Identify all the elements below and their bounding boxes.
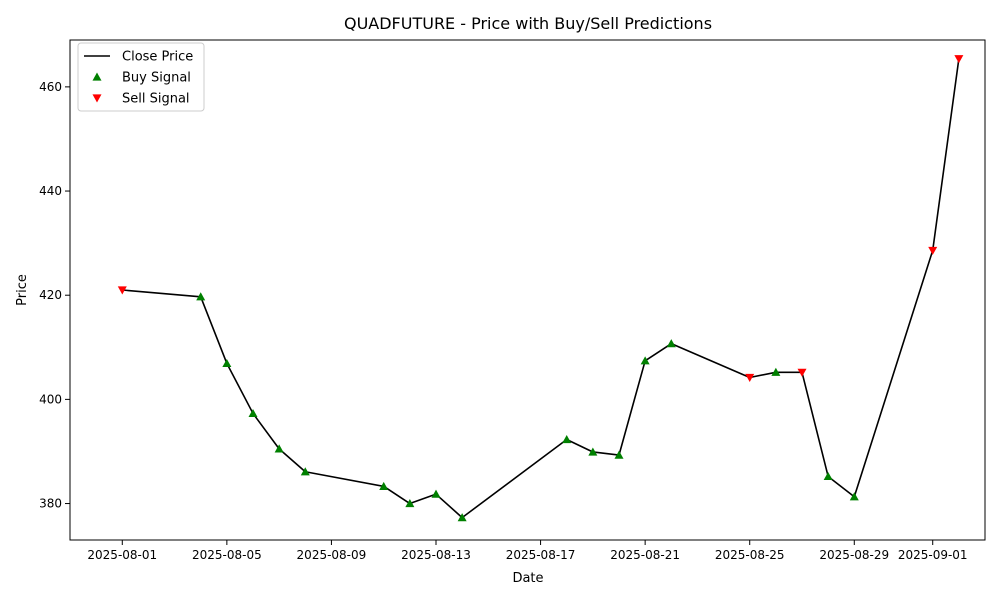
buy-signal-marker: [379, 481, 389, 490]
y-tick-label: 380: [39, 497, 62, 511]
buy-signal-marker: [300, 467, 310, 476]
buy-signal-marker: [431, 489, 441, 498]
sell-signal-marker: [797, 368, 807, 377]
buy-signal-marker: [823, 471, 833, 481]
sell-signal-marker: [117, 286, 127, 295]
y-axis-title: Price: [15, 274, 30, 306]
buy-signal-marker: [849, 492, 859, 501]
buy-signal-marker: [405, 499, 415, 508]
close-price-line: [122, 58, 960, 519]
x-tick-label: 2025-08-09: [297, 548, 367, 562]
buy-signal-marker: [457, 513, 467, 522]
buy-signal-marker: [771, 367, 781, 376]
plot-frame: [69, 39, 986, 541]
buy-signal-marker: [614, 450, 624, 459]
legend-label: Sell Signal: [122, 92, 190, 107]
y-tick-label: 440: [39, 184, 62, 198]
buy-signal-marker: [562, 434, 572, 444]
x-tick-label: 2025-08-01: [87, 548, 157, 562]
y-tick-label: 420: [39, 288, 62, 302]
x-tick-label: 2025-08-21: [610, 548, 680, 562]
buy-signal-marker: [274, 444, 284, 453]
legend-sell-swatch: [92, 94, 102, 103]
y-tick-label: 400: [39, 392, 62, 406]
sell-signal-marker: [954, 55, 964, 64]
buy-signal-marker: [222, 358, 232, 368]
legend-box: [77, 42, 205, 112]
x-tick-label: 2025-08-13: [401, 548, 471, 562]
legend-buy-swatch: [92, 72, 102, 81]
buy-signal-marker: [196, 292, 206, 301]
legend-label: Close Price: [122, 50, 193, 65]
x-tick-label: 2025-09-01: [898, 548, 968, 562]
buy-signal-marker: [588, 447, 598, 456]
buy-signal-marker: [248, 408, 258, 418]
y-tick-label: 460: [39, 80, 62, 94]
legend-label: Buy Signal: [122, 71, 191, 86]
x-tick-label: 2025-08-05: [192, 548, 262, 562]
x-axis: 2025-08-01 2025-08-05 2025-08-09 2025-08-13…: [87, 540, 968, 562]
legend: Close Price Buy Signal Sell Signal: [77, 42, 205, 112]
buy-signal-marker: [666, 339, 676, 348]
x-axis-title: Date: [512, 571, 543, 586]
x-tick-label: 2025-08-29: [819, 548, 889, 562]
sell-signal-marker: [928, 246, 938, 255]
x-tick-label: 2025-08-25: [715, 548, 785, 562]
plot-area: [117, 55, 964, 522]
y-axis: 380 400 420 440 460: [39, 80, 70, 511]
sell-signal-marker: [745, 373, 755, 382]
buy-signal-marker: [640, 356, 650, 365]
x-tick-label: 2025-08-17: [506, 548, 576, 562]
chart-title: QUADFUTURE - Price with Buy/Sell Predict…: [344, 14, 712, 33]
